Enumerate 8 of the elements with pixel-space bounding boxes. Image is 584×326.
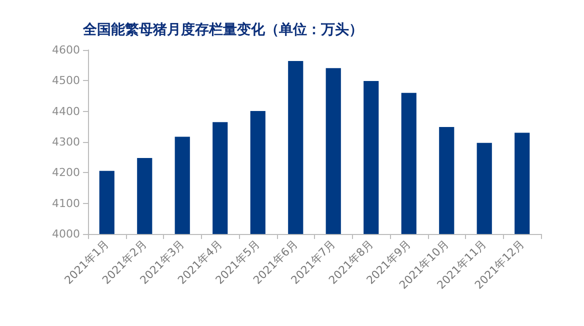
y-tick-label: 4400 [52,104,80,118]
y-tick-label: 4600 [52,44,80,56]
y-tick-label: 4300 [52,136,80,148]
y-tick-label: 4100 [52,196,80,210]
y-tick-label: 4500 [52,74,80,88]
y-tick-label: 4200 [52,166,80,180]
chart-title: 全国能繁母猪月度存栏量变化（单位：万头） [82,21,363,38]
y-tick-label: 4000 [52,228,80,240]
